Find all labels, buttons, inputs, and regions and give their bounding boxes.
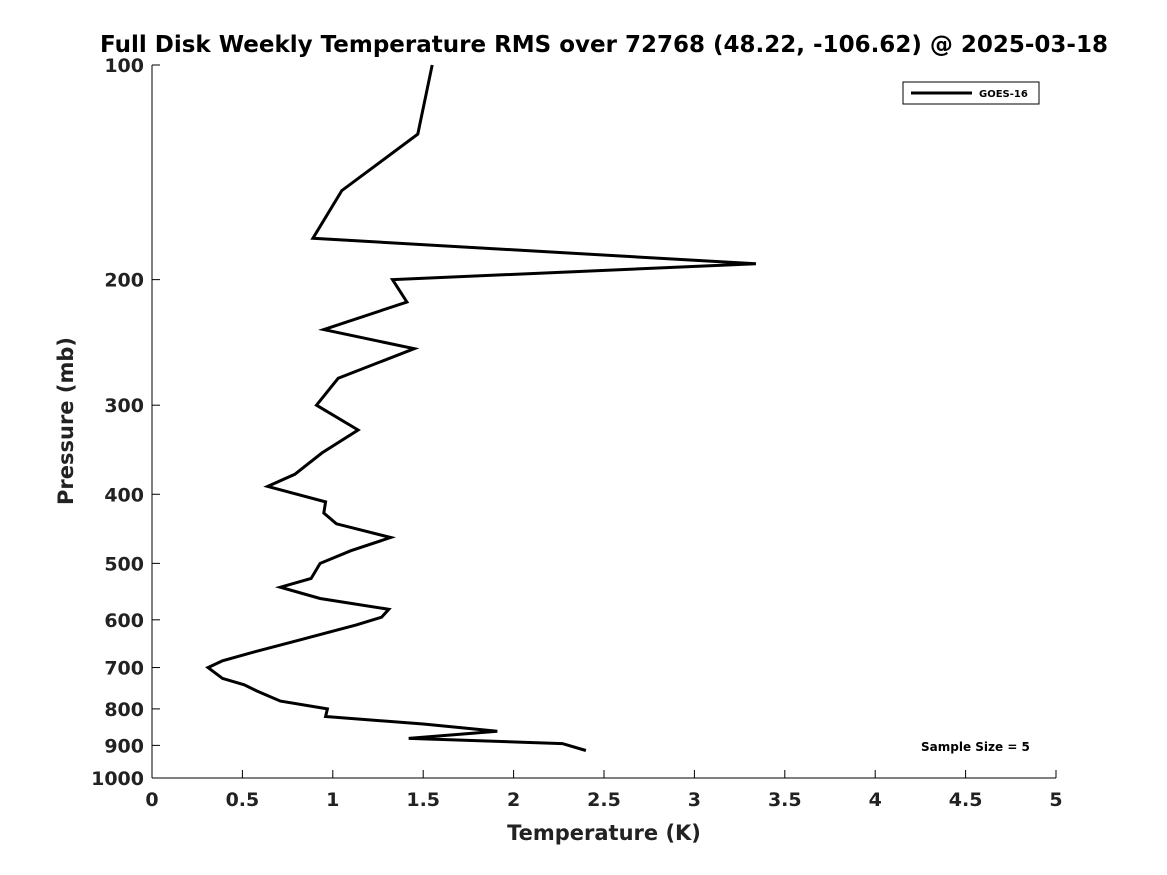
x-tick-label: 0 — [145, 789, 158, 811]
y-tick-label: 200 — [104, 270, 144, 292]
y-tick-label: 1000 — [91, 768, 144, 790]
y-tick-label: 800 — [104, 699, 144, 721]
y-tick-label: 600 — [104, 610, 144, 632]
x-tick-label: 3 — [688, 789, 701, 811]
chart-title: Full Disk Weekly Temperature RMS over 72… — [100, 32, 1108, 58]
legend-label-goes-16: GOES-16 — [979, 89, 1028, 100]
x-axis-label: Temperature (K) — [507, 821, 701, 845]
x-tick-label: 4 — [869, 789, 882, 811]
x-tick-label: 3.5 — [768, 789, 802, 811]
legend: GOES-16 — [902, 81, 1040, 105]
sample-size-annotation: Sample Size = 5 — [921, 740, 1030, 754]
x-tick-label: 0.5 — [226, 789, 260, 811]
x-tick-label: 1.5 — [406, 789, 440, 811]
plot-axes — [151, 65, 1056, 779]
series-layer — [205, 64, 756, 752]
x-ticks: 0 0.5 1 1.5 2 2.5 3 3.5 4 4.5 5 — [145, 770, 1063, 811]
y-ticks: 100 200 300 400 500 600 700 800 900 1000 — [91, 55, 160, 790]
y-tick-label: 700 — [104, 658, 144, 680]
x-tick-label: 2.5 — [587, 789, 621, 811]
series-line-goes-16 — [205, 64, 756, 752]
y-tick-label: 900 — [104, 735, 144, 757]
y-tick-label: 500 — [104, 553, 144, 575]
x-tick-label: 1 — [326, 789, 339, 811]
x-tick-label: 4.5 — [949, 789, 983, 811]
y-tick-label: 400 — [104, 484, 144, 506]
x-tick-label: 2 — [507, 789, 520, 811]
y-tick-label: 300 — [104, 395, 144, 417]
x-tick-label: 5 — [1049, 789, 1062, 811]
y-tick-label: 100 — [104, 55, 144, 77]
y-axis-label: Pressure (mb) — [54, 337, 78, 505]
